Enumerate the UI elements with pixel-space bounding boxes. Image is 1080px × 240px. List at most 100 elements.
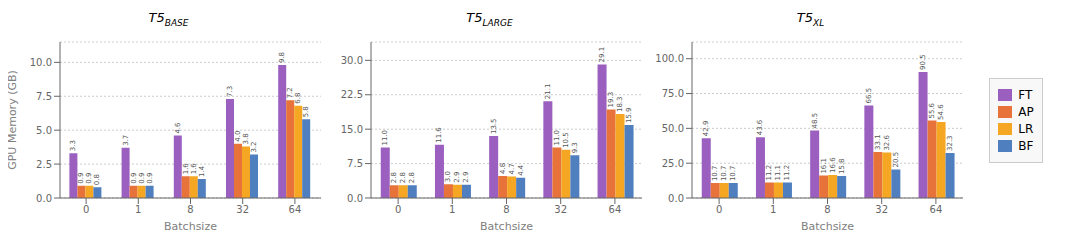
svg-text:7.5: 7.5 <box>347 158 363 169</box>
svg-text:11.2: 11.2 <box>783 165 791 181</box>
svg-text:15.0: 15.0 <box>341 124 363 135</box>
svg-text:10.7: 10.7 <box>711 166 719 182</box>
svg-text:1: 1 <box>135 204 141 215</box>
svg-text:3.2: 3.2 <box>250 141 258 152</box>
svg-text:11.6: 11.6 <box>435 127 443 143</box>
svg-text:100.0: 100.0 <box>655 53 684 64</box>
svg-text:3.7: 3.7 <box>122 135 130 146</box>
svg-text:0.9: 0.9 <box>130 173 138 184</box>
svg-text:2.9: 2.9 <box>462 172 470 183</box>
svg-text:7.3: 7.3 <box>226 86 234 97</box>
svg-text:4.8: 4.8 <box>499 163 507 174</box>
svg-text:8: 8 <box>824 204 830 215</box>
svg-text:90.5: 90.5 <box>919 54 927 70</box>
html-text:LR: LR <box>1018 121 1034 136</box>
svg-text:9.3: 9.3 <box>571 142 579 153</box>
svg-text:64: 64 <box>609 204 622 215</box>
html-text:T5LARGE: T5LARGE <box>466 10 513 28</box>
svg-text:64: 64 <box>930 204 943 215</box>
svg-text:32.6: 32.6 <box>883 134 891 150</box>
svg-text:7.5: 7.5 <box>36 91 52 102</box>
svg-text:GPU Memory (GB): GPU Memory (GB) <box>8 70 19 170</box>
svg-text:3.8: 3.8 <box>242 133 250 144</box>
svg-text:1: 1 <box>449 204 455 215</box>
svg-text:11.2: 11.2 <box>765 165 773 181</box>
svg-text:0.9: 0.9 <box>138 173 146 184</box>
svg-text:16.1: 16.1 <box>820 158 828 174</box>
svg-text:54.6: 54.6 <box>937 104 945 120</box>
svg-text:19.3: 19.3 <box>607 92 615 108</box>
svg-text:2.9: 2.9 <box>453 172 461 183</box>
svg-text:9.8: 9.8 <box>278 52 286 63</box>
svg-text:0.9: 0.9 <box>85 173 93 184</box>
svg-text:4.0: 4.0 <box>234 131 242 142</box>
svg-text:6.8: 6.8 <box>294 93 302 104</box>
svg-text:2.5: 2.5 <box>36 159 52 170</box>
svg-text:0: 0 <box>83 204 89 215</box>
svg-text:30.0: 30.0 <box>341 55 363 66</box>
svg-text:0.9: 0.9 <box>146 173 154 184</box>
html-text:AP: AP <box>1018 104 1034 119</box>
svg-text:8: 8 <box>187 204 193 215</box>
svg-text:32.3: 32.3 <box>946 135 954 151</box>
svg-text:55.6: 55.6 <box>928 102 936 118</box>
svg-text:64: 64 <box>289 204 302 215</box>
svg-text:0.0: 0.0 <box>36 193 52 204</box>
svg-text:48.5: 48.5 <box>811 113 819 129</box>
svg-text:11.0: 11.0 <box>553 130 561 146</box>
html-text:T5XL: T5XL <box>796 10 825 28</box>
svg-text:2.8: 2.8 <box>399 172 407 183</box>
svg-text:8: 8 <box>503 204 509 215</box>
svg-text:1.6: 1.6 <box>182 163 190 175</box>
svg-text:2.8: 2.8 <box>408 172 416 183</box>
svg-text:Batchsize: Batchsize <box>164 220 217 232</box>
svg-text:2.8: 2.8 <box>390 172 398 183</box>
svg-text:10.5: 10.5 <box>562 132 570 148</box>
svg-text:32: 32 <box>875 204 888 215</box>
svg-text:4.6: 4.6 <box>174 122 182 134</box>
svg-text:10.7: 10.7 <box>729 166 737 182</box>
svg-text:32: 32 <box>554 204 567 215</box>
svg-text:22.5: 22.5 <box>341 89 363 100</box>
svg-text:0: 0 <box>395 204 401 215</box>
svg-text:32: 32 <box>236 204 249 215</box>
svg-text:0.0: 0.0 <box>668 193 684 204</box>
svg-text:75.0: 75.0 <box>662 88 684 99</box>
svg-text:Batchsize: Batchsize <box>801 220 854 232</box>
svg-text:33.1: 33.1 <box>874 134 882 150</box>
svg-text:11.1: 11.1 <box>774 165 782 181</box>
svg-text:11.0: 11.0 <box>381 130 389 146</box>
svg-text:66.5: 66.5 <box>865 88 873 104</box>
svg-text:10.7: 10.7 <box>720 166 728 182</box>
svg-text:3.3: 3.3 <box>69 140 77 151</box>
svg-text:Batchsize: Batchsize <box>480 220 533 232</box>
svg-text:15.8: 15.8 <box>838 158 846 174</box>
svg-text:4.7: 4.7 <box>508 163 516 174</box>
svg-text:7.2: 7.2 <box>286 87 294 98</box>
svg-text:18.3: 18.3 <box>616 96 624 112</box>
svg-text:16.6: 16.6 <box>829 157 837 173</box>
svg-text:1.6: 1.6 <box>190 163 198 175</box>
svg-text:0.9: 0.9 <box>77 173 85 184</box>
svg-text:13.5: 13.5 <box>490 118 498 134</box>
svg-text:20.5: 20.5 <box>892 152 900 168</box>
html-text:T5BASE: T5BASE <box>148 10 189 28</box>
svg-text:3.0: 3.0 <box>444 171 452 182</box>
svg-text:4.4: 4.4 <box>517 164 525 176</box>
svg-text:1: 1 <box>770 204 776 215</box>
svg-text:0.0: 0.0 <box>347 193 363 204</box>
svg-text:5.0: 5.0 <box>36 125 52 136</box>
svg-text:5.8: 5.8 <box>302 106 310 117</box>
svg-text:21.1: 21.1 <box>544 84 552 100</box>
svg-text:0.8: 0.8 <box>93 174 101 185</box>
svg-text:43.6: 43.6 <box>756 119 764 135</box>
svg-text:50.0: 50.0 <box>662 123 684 134</box>
svg-text:10.0: 10.0 <box>30 57 52 68</box>
svg-text:0: 0 <box>716 204 722 215</box>
html-text:FT: FT <box>1018 87 1033 102</box>
svg-text:29.1: 29.1 <box>598 47 606 63</box>
svg-text:42.9: 42.9 <box>702 121 710 137</box>
svg-text:25.0: 25.0 <box>662 158 684 169</box>
svg-text:1.4: 1.4 <box>198 165 206 177</box>
svg-text:15.9: 15.9 <box>625 107 633 123</box>
